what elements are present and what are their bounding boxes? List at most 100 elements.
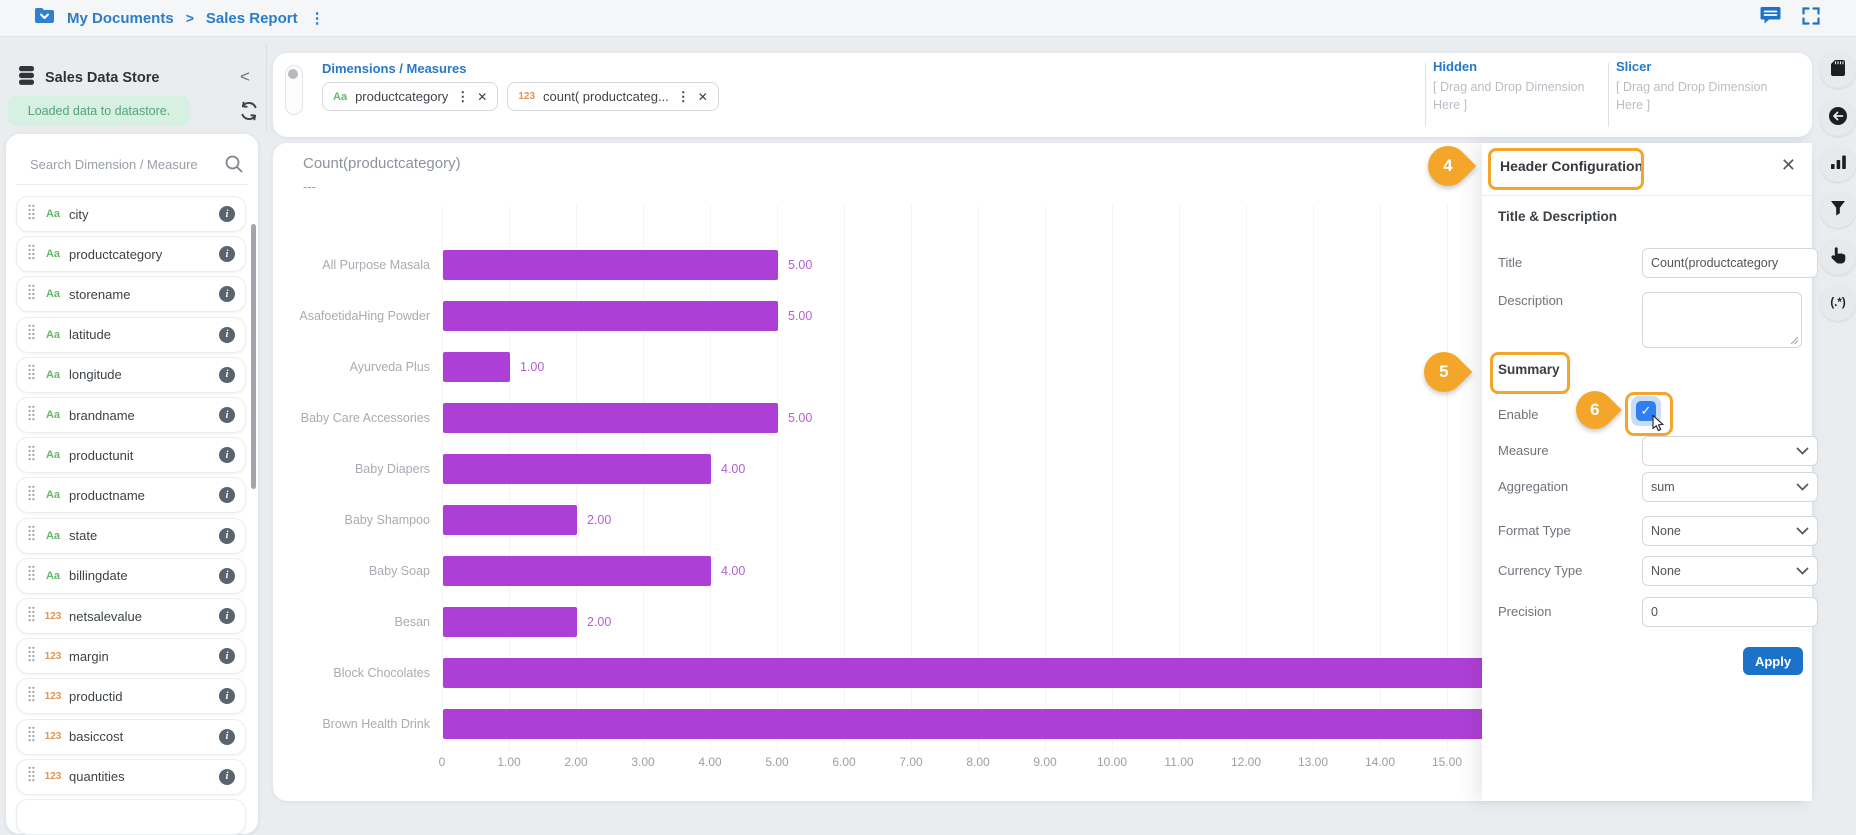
- info-icon[interactable]: i: [219, 608, 235, 624]
- chart-bar[interactable]: [443, 658, 1515, 688]
- list-item[interactable]: 123 margin i: [16, 638, 246, 675]
- x-tick-label: 6.00: [832, 755, 856, 769]
- close-icon[interactable]: ✕: [1780, 155, 1796, 175]
- list-item[interactable]: Aa state i: [16, 517, 246, 554]
- chip-count-productcategory[interactable]: 123 count( productcateg... ⋮ ✕: [507, 82, 719, 111]
- precision-input[interactable]: [1642, 597, 1818, 627]
- list-item[interactable]: 123 quantities i: [16, 758, 246, 795]
- info-icon[interactable]: i: [219, 728, 235, 745]
- description-textarea[interactable]: [1642, 292, 1802, 348]
- gridline: [978, 205, 979, 750]
- list-item[interactable]: Aa billingdate i: [16, 557, 246, 594]
- info-icon[interactable]: i: [219, 366, 235, 383]
- format-type-select[interactable]: None: [1642, 516, 1818, 546]
- chip-menu-icon[interactable]: ⋮: [676, 88, 690, 104]
- list-item[interactable]: 123 basiccost i: [16, 718, 246, 755]
- drag-handle-icon[interactable]: [28, 646, 35, 667]
- list-item[interactable]: Aa productname i: [16, 477, 246, 514]
- chart-bar[interactable]: [443, 607, 577, 637]
- breadcrumb-menu-icon[interactable]: ⋮: [309, 10, 325, 27]
- list-item[interactable]: Aa productcategory i: [16, 236, 246, 273]
- shelf-toggle[interactable]: [285, 65, 303, 115]
- drag-handle-icon[interactable]: [28, 284, 35, 305]
- list-item[interactable]: Aa productunit i: [16, 437, 246, 474]
- info-icon[interactable]: i: [219, 447, 235, 464]
- list-item[interactable]: 123 productid i: [16, 678, 246, 715]
- info-icon[interactable]: i: [219, 206, 235, 222]
- list-item[interactable]: Aa latitude i: [16, 316, 246, 353]
- chip-menu-icon[interactable]: ⋮: [456, 88, 470, 104]
- aggregation-select[interactable]: sum: [1642, 472, 1818, 502]
- drag-handle-icon[interactable]: [28, 686, 35, 707]
- drag-handle-icon[interactable]: [28, 726, 35, 747]
- info-icon[interactable]: i: [219, 407, 235, 423]
- info-icon[interactable]: i: [219, 326, 235, 343]
- list-item[interactable]: Aa brandname i: [16, 397, 246, 433]
- search-box[interactable]: [6, 148, 258, 182]
- list-item[interactable]: Aa storename i: [16, 276, 246, 313]
- info-icon[interactable]: i: [219, 487, 235, 504]
- value-label: 4.00: [721, 462, 746, 476]
- pointer-button[interactable]: [1820, 239, 1856, 275]
- drag-handle-icon[interactable]: [28, 405, 35, 426]
- breadcrumb-root[interactable]: My Documents: [67, 9, 174, 27]
- search-icon[interactable]: [224, 154, 244, 179]
- measure-select[interactable]: [1642, 436, 1818, 466]
- fullscreen-icon[interactable]: [1802, 6, 1820, 30]
- breadcrumb-current[interactable]: Sales Report: [205, 9, 298, 27]
- info-icon[interactable]: i: [219, 688, 235, 705]
- chip-productcategory[interactable]: Aa productcategory ⋮ ✕: [322, 82, 499, 111]
- bar-chart-icon: [1830, 154, 1847, 175]
- slicer-dropzone[interactable]: Slicer [ Drag and Drop Dimension Here ]: [1616, 59, 1788, 114]
- info-icon[interactable]: i: [219, 768, 235, 785]
- x-tick-label: 9.00: [1033, 755, 1057, 769]
- chart-bar[interactable]: [443, 556, 711, 586]
- sidebar-scrollbar[interactable]: [251, 224, 256, 489]
- info-icon[interactable]: i: [219, 527, 235, 544]
- drag-handle-icon[interactable]: [28, 525, 35, 546]
- info-icon[interactable]: i: [219, 246, 235, 263]
- back-button[interactable]: [1820, 100, 1856, 136]
- list-item-partial[interactable]: [16, 799, 246, 835]
- chart-bar[interactable]: [443, 505, 577, 535]
- drag-handle-icon[interactable]: [28, 606, 35, 627]
- search-input[interactable]: [28, 148, 232, 180]
- apply-button[interactable]: Apply: [1743, 647, 1803, 675]
- list-item[interactable]: Aa city i: [16, 196, 246, 232]
- currency-type-select[interactable]: None: [1642, 556, 1818, 586]
- info-icon[interactable]: i: [219, 567, 235, 584]
- chart-bar[interactable]: [443, 403, 778, 433]
- hidden-dropzone[interactable]: Hidden [ Drag and Drop Dimension Here ]: [1433, 59, 1605, 114]
- chart-bar[interactable]: [443, 454, 711, 484]
- sidebar-collapse-icon[interactable]: <: [240, 67, 250, 86]
- chart-button[interactable]: [1820, 146, 1856, 182]
- info-icon[interactable]: i: [219, 286, 235, 303]
- chip-remove-icon[interactable]: ✕: [477, 89, 488, 104]
- regex-button[interactable]: (.*): [1820, 285, 1856, 321]
- enable-label: Enable: [1498, 407, 1539, 422]
- chart-bar[interactable]: [443, 250, 778, 280]
- enable-checkbox[interactable]: ✓: [1636, 401, 1656, 421]
- drag-handle-icon[interactable]: [28, 324, 35, 345]
- chart-bar[interactable]: [443, 301, 778, 331]
- drag-handle-icon[interactable]: [28, 204, 35, 225]
- divider: [266, 44, 267, 132]
- list-item[interactable]: 123 netsalevalue i: [16, 598, 246, 634]
- chip-remove-icon[interactable]: ✕: [697, 89, 708, 104]
- drag-handle-icon[interactable]: [28, 485, 35, 506]
- drag-handle-icon[interactable]: [28, 244, 35, 265]
- comment-icon[interactable]: [1760, 6, 1782, 30]
- drag-handle-icon[interactable]: [28, 565, 35, 586]
- filter-button[interactable]: [1820, 192, 1856, 228]
- refresh-icon[interactable]: [238, 100, 260, 122]
- chart-bar[interactable]: [443, 352, 510, 382]
- list-item[interactable]: Aa longitude i: [16, 356, 246, 393]
- chart-bar[interactable]: [443, 709, 1515, 739]
- info-icon[interactable]: i: [219, 648, 235, 665]
- drag-handle-icon[interactable]: [28, 766, 35, 787]
- drag-handle-icon[interactable]: [28, 364, 35, 385]
- title-input[interactable]: [1642, 248, 1818, 278]
- memory-card-button[interactable]: [1820, 52, 1856, 88]
- drag-handle-icon[interactable]: [28, 445, 35, 466]
- folder-icon[interactable]: [34, 7, 55, 29]
